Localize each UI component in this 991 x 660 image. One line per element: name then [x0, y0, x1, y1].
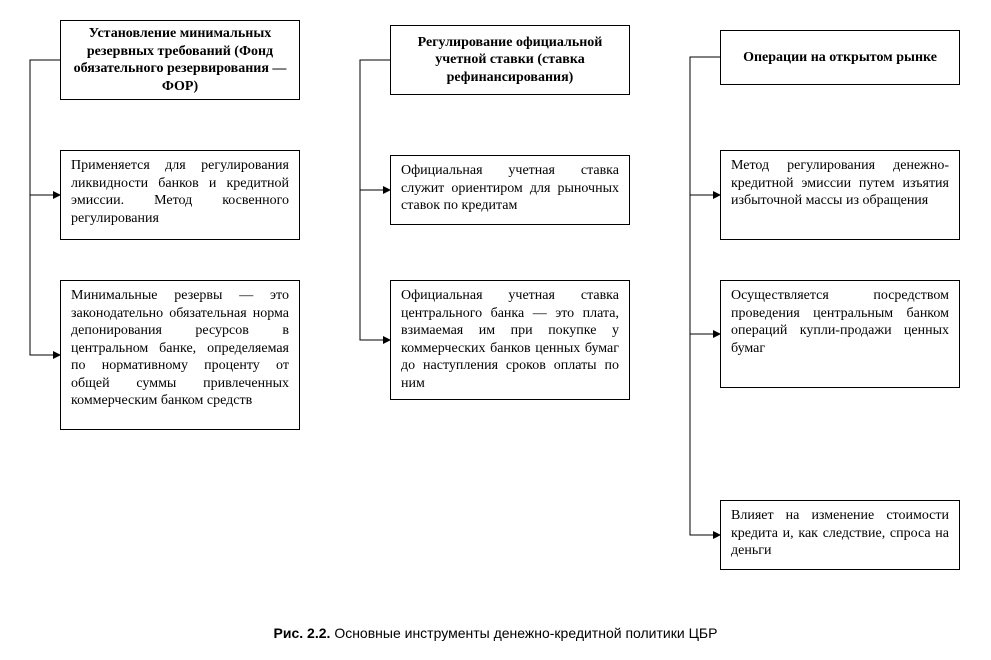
caption-number: Рис. 2.2. [274, 625, 331, 641]
col3-body2-text: Осуществляется посредством проведения це… [731, 288, 949, 356]
col3-body1: Метод регулирования денежно-кредитной эм… [720, 150, 960, 240]
col3-body3: Влияет на изменение стоимости кредита и,… [720, 500, 960, 570]
col2-body2: Официальная учетная ставка центрального … [390, 280, 630, 400]
col3-body2: Осуществляется посредством проведения це… [720, 280, 960, 388]
col2-body1-text: Официальная учетная ставка служит ориент… [401, 163, 619, 213]
diagram-canvas: Установление минимальных резервных требо… [0, 0, 991, 610]
col1-body1: Применяется для регулирования ликвидност… [60, 150, 300, 240]
col3-header: Операции на открытом рынке [720, 30, 960, 85]
col2-header: Регулирование официальной учетной ставки… [390, 25, 630, 95]
col3-body3-text: Влияет на изменение стоимости кредита и,… [731, 508, 949, 558]
col1-body2: Минимальные резервы — это законодательно… [60, 280, 300, 430]
col1-header-text: Установление минимальных резервных требо… [71, 25, 289, 95]
col2-header-text: Регулирование официальной учетной ставки… [401, 34, 619, 87]
col1-body1-text: Применяется для регулирования ликвидност… [71, 158, 289, 226]
figure-caption: Рис. 2.2. Основные инструменты денежно-к… [0, 625, 991, 641]
col2-body1: Официальная учетная ставка служит ориент… [390, 155, 630, 225]
col3-body1-text: Метод регулирования денежно-кредитной эм… [731, 158, 949, 208]
caption-text: Основные инструменты денежно-кредитной п… [334, 625, 717, 641]
col2-body2-text: Официальная учетная ставка центрального … [401, 288, 619, 391]
col1-header: Установление минимальных резервных требо… [60, 20, 300, 100]
col1-body2-text: Минимальные резервы — это законодательно… [71, 288, 289, 408]
col3-header-text: Операции на открытом рынке [743, 49, 937, 67]
